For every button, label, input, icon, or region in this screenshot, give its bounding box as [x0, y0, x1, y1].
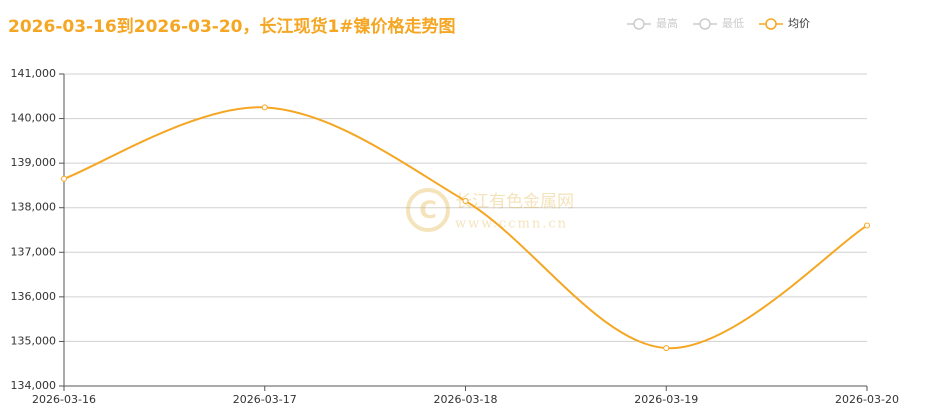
y-tick-label: 135,000 [11, 334, 57, 347]
y-tick-label: 139,000 [11, 156, 57, 169]
watermark-logo-letter: C [419, 196, 437, 224]
legend-label: 最低 [722, 17, 744, 30]
legend-label: 最高 [656, 16, 678, 30]
point [864, 222, 870, 229]
point [61, 175, 67, 182]
watermark-logo [406, 188, 450, 232]
legend-marker [699, 18, 711, 30]
y-tick-label: 140,000 [11, 112, 57, 125]
point [261, 104, 268, 111]
y-tick-label: 136,000 [11, 290, 57, 303]
watermark-url: www.ccmn.cn [455, 217, 568, 232]
x-tick-label: 2026-03-20 [835, 393, 899, 406]
legend-label: 均价 [788, 17, 810, 30]
y-tick-label: 138,000 [11, 201, 57, 214]
x-tick-label: 2026-03-19 [634, 393, 698, 406]
legend-item[interactable]: 均价 [759, 17, 810, 30]
legend-item[interactable]: 最低 [693, 17, 744, 30]
point [462, 198, 469, 205]
legend-marker [765, 18, 777, 30]
watermark-name: 长江有色金属网 [455, 192, 574, 212]
x-tick-label: 2026-03-18 [434, 393, 498, 406]
y-tick-label: 134,000 [11, 379, 57, 392]
legend-marker [633, 18, 645, 30]
x-tick-label: 2026-03-16 [32, 393, 96, 406]
y-tick-label: 137,000 [11, 245, 57, 258]
x-tick-label: 2026-03-17 [233, 393, 297, 406]
chart-title: 2026-03-16到2026-03-20，长江现货1#镍价格走势图 [8, 16, 456, 37]
point [663, 345, 670, 352]
watermark: C 长江有色金属网 www.ccmn.cn [406, 188, 574, 232]
legend-item[interactable]: 最高 [627, 16, 678, 30]
y-tick-label: 141,000 [11, 67, 57, 80]
